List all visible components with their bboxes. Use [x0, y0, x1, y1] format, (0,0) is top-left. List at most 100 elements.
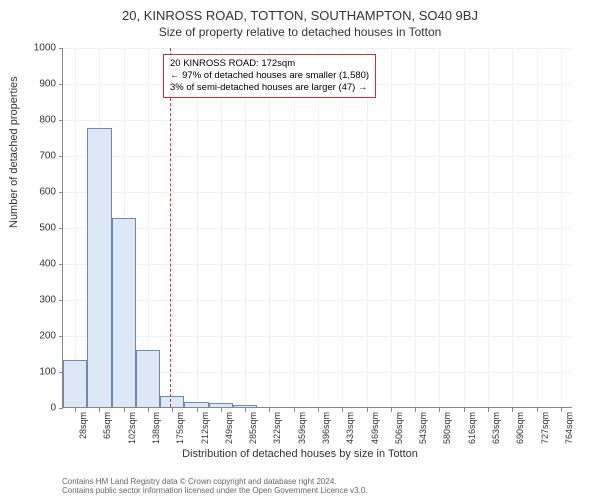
histogram-bar: [209, 403, 233, 407]
ytick-mark: [59, 156, 63, 157]
xtick-label: 727sqm: [540, 412, 550, 444]
ytick-label: 500: [0, 223, 56, 234]
gridline-v: [221, 48, 222, 407]
xtick-mark: [197, 408, 198, 412]
xtick-mark: [367, 408, 368, 412]
gridline-v: [488, 48, 489, 407]
xtick-mark: [561, 408, 562, 412]
xtick-label: 212sqm: [200, 412, 210, 444]
ytick-mark: [59, 408, 63, 409]
xtick-label: 469sqm: [370, 412, 380, 444]
gridline-v: [318, 48, 319, 407]
xtick-label: 396sqm: [321, 412, 331, 444]
xtick-label: 175sqm: [175, 412, 185, 444]
xtick-label: 102sqm: [127, 412, 137, 444]
xtick-mark: [148, 408, 149, 412]
gridline-v: [269, 48, 270, 407]
xtick-mark: [318, 408, 319, 412]
xtick-label: 285sqm: [248, 412, 258, 444]
gridline-v: [294, 48, 295, 407]
histogram-bar: [63, 360, 87, 407]
xtick-mark: [124, 408, 125, 412]
chart-plot-area: 28sqm65sqm102sqm138sqm175sqm212sqm249sqm…: [62, 48, 572, 408]
footer-attribution: Contains HM Land Registry data © Crown c…: [62, 477, 368, 496]
ytick-mark: [59, 336, 63, 337]
xtick-label: 28sqm: [78, 412, 88, 439]
histogram-bar: [87, 128, 111, 407]
annotation-box: 20 KINROSS ROAD: 172sqm← 97% of detached…: [163, 54, 376, 98]
ytick-label: 700: [0, 151, 56, 162]
footer-line-1: Contains HM Land Registry data © Crown c…: [62, 477, 368, 487]
annotation-line: 20 KINROSS ROAD: 172sqm: [170, 58, 369, 70]
xtick-mark: [488, 408, 489, 412]
gridline-v: [197, 48, 198, 407]
gridline-v: [415, 48, 416, 407]
histogram-bar: [184, 402, 208, 407]
xtick-label: 543sqm: [418, 412, 428, 444]
ytick-label: 300: [0, 295, 56, 306]
xtick-label: 322sqm: [272, 412, 282, 444]
ytick-label: 100: [0, 367, 56, 378]
xtick-label: 65sqm: [102, 412, 112, 439]
gridline-v: [391, 48, 392, 407]
xtick-label: 506sqm: [394, 412, 404, 444]
xtick-label: 690sqm: [515, 412, 525, 444]
ytick-mark: [59, 228, 63, 229]
ytick-label: 800: [0, 115, 56, 126]
histogram-bar: [112, 218, 136, 407]
histogram-bar: [160, 396, 184, 407]
ytick-label: 0: [0, 403, 56, 414]
ytick-label: 600: [0, 187, 56, 198]
ytick-label: 400: [0, 259, 56, 270]
ytick-mark: [59, 300, 63, 301]
ytick-mark: [59, 48, 63, 49]
annotation-line: 3% of semi-detached houses are larger (4…: [170, 82, 369, 94]
xtick-label: 580sqm: [442, 412, 452, 444]
gridline-v: [172, 48, 173, 407]
xtick-label: 764sqm: [564, 412, 574, 444]
reference-line: [170, 48, 171, 407]
xtick-mark: [221, 408, 222, 412]
xtick-mark: [99, 408, 100, 412]
gridline-v: [561, 48, 562, 407]
xtick-label: 249sqm: [224, 412, 234, 444]
ytick-mark: [59, 192, 63, 193]
xtick-label: 616sqm: [467, 412, 477, 444]
x-axis-label: Distribution of detached houses by size …: [0, 448, 600, 460]
xtick-label: 653sqm: [491, 412, 501, 444]
ytick-label: 900: [0, 79, 56, 90]
xtick-mark: [294, 408, 295, 412]
histogram-bar: [233, 405, 257, 407]
chart-title-main: 20, KINROSS ROAD, TOTTON, SOUTHAMPTON, S…: [0, 0, 600, 23]
xtick-mark: [172, 408, 173, 412]
plot-region: 28sqm65sqm102sqm138sqm175sqm212sqm249sqm…: [62, 48, 572, 408]
xtick-mark: [512, 408, 513, 412]
annotation-line: ← 97% of detached houses are smaller (1,…: [170, 70, 369, 82]
xtick-mark: [537, 408, 538, 412]
xtick-label: 433sqm: [345, 412, 355, 444]
ytick-mark: [59, 120, 63, 121]
ytick-label: 200: [0, 331, 56, 342]
ytick-mark: [59, 264, 63, 265]
gridline-v: [367, 48, 368, 407]
xtick-mark: [245, 408, 246, 412]
gridline-v: [464, 48, 465, 407]
xtick-mark: [75, 408, 76, 412]
ytick-label: 1000: [0, 43, 56, 54]
xtick-label: 138sqm: [151, 412, 161, 444]
gridline-v: [75, 48, 76, 407]
xtick-mark: [269, 408, 270, 412]
gridline-v: [439, 48, 440, 407]
histogram-bar: [136, 350, 160, 407]
xtick-mark: [464, 408, 465, 412]
gridline-v: [245, 48, 246, 407]
gridline-v: [342, 48, 343, 407]
footer-line-2: Contains public sector information licen…: [62, 486, 368, 496]
ytick-mark: [59, 84, 63, 85]
xtick-mark: [439, 408, 440, 412]
gridline-v: [512, 48, 513, 407]
xtick-mark: [415, 408, 416, 412]
gridline-v: [537, 48, 538, 407]
chart-title-sub: Size of property relative to detached ho…: [0, 23, 600, 39]
xtick-mark: [391, 408, 392, 412]
